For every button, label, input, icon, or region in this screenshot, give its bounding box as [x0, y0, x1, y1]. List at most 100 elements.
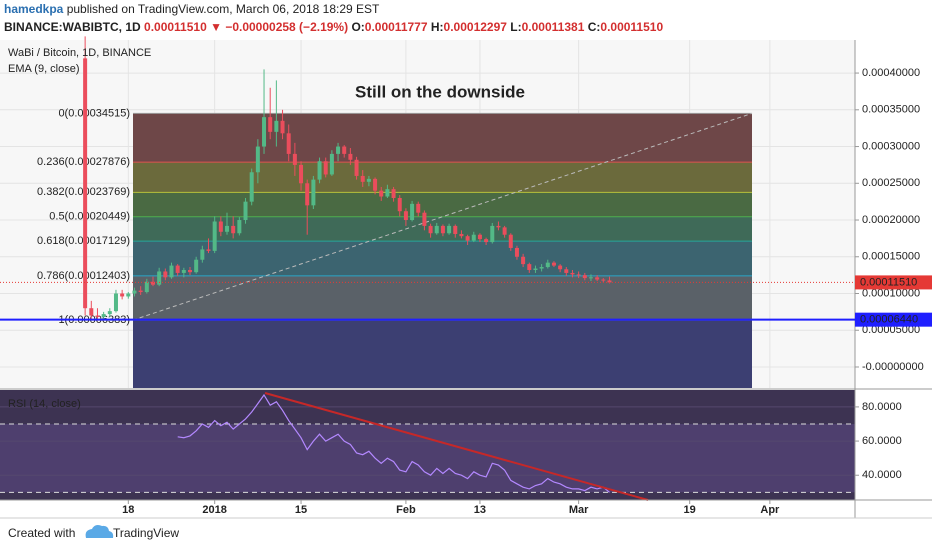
candle-body — [558, 265, 563, 270]
fib-band — [133, 113, 752, 163]
fib-band — [133, 275, 752, 321]
h-label: H: — [431, 20, 444, 34]
fib-label: 0.5(0.00020449) — [49, 211, 130, 223]
candle-body — [508, 234, 513, 248]
fib-band — [133, 192, 752, 217]
candle-body — [212, 221, 217, 251]
fib-band — [133, 320, 752, 388]
change: ▼ −0.00000258 (−2.19%) — [210, 20, 348, 34]
candle-body — [496, 225, 501, 228]
brand-logo — [85, 525, 114, 538]
rsi-band — [0, 423, 855, 493]
candle-body — [440, 225, 445, 234]
candle-body — [601, 279, 606, 281]
x-tick-label: Apr — [760, 504, 780, 516]
candle-body — [280, 120, 285, 134]
header-line-1: hamedkpa published on TradingView.com, M… — [4, 2, 380, 16]
fib-trend — [132, 112, 753, 321]
x-tick-label: 13 — [474, 504, 486, 516]
rsi-trendline — [264, 392, 649, 501]
y-tick-label: 0.00030000 — [862, 140, 920, 152]
candle-body — [373, 178, 378, 191]
candle-body — [237, 220, 242, 234]
candle-body — [527, 264, 532, 270]
candle-body — [403, 211, 408, 221]
candle-body — [551, 262, 556, 266]
candle-body — [453, 225, 458, 234]
candle-body — [447, 225, 452, 234]
candle-body — [428, 225, 433, 234]
candle-body — [169, 265, 174, 278]
candle-body — [255, 146, 260, 173]
candle-body — [465, 236, 470, 241]
candle-body — [157, 271, 162, 285]
candle-body — [206, 249, 211, 251]
candle-body — [225, 225, 230, 232]
x-tick-label: 2018 — [202, 504, 226, 516]
candle-body — [397, 197, 402, 212]
candle-body — [163, 271, 168, 278]
o-value: 0.00011777 — [365, 20, 428, 34]
candle-body — [175, 265, 180, 273]
c-value: 0.00011510 — [600, 20, 663, 34]
fib-label: 0(0.00034515) — [58, 107, 130, 119]
user: hamedkpa — [4, 2, 64, 16]
header-line-2: BINANCE:WABIBTC, 1D 0.00011510 ▼ −0.0000… — [4, 20, 663, 34]
candle-body — [181, 269, 186, 273]
candle-body — [317, 161, 322, 180]
candle-body — [379, 190, 384, 197]
candle-body — [545, 262, 550, 268]
plot-layer: 0(0.00034515)0.236(0.00027876)0.382(0.00… — [0, 36, 855, 493]
symbol: BINANCE:WABIBTC, 1D — [4, 20, 141, 34]
footer-created: Created with — [8, 526, 75, 540]
candle-body — [323, 161, 328, 175]
rsi-line — [177, 393, 610, 493]
candle-body — [484, 239, 489, 243]
candle-body — [200, 249, 205, 260]
annotation: Still on the downside — [355, 82, 525, 101]
fib-band — [133, 162, 752, 193]
candle-body — [385, 189, 390, 197]
candle-body — [521, 256, 526, 265]
candle-body — [243, 201, 248, 221]
candle-body — [150, 281, 155, 285]
candle-body — [342, 146, 347, 154]
candle-body — [595, 277, 600, 280]
x-tick-label: Mar — [569, 504, 589, 516]
candle-body — [249, 172, 254, 202]
candle-body — [113, 293, 118, 312]
candle-body — [354, 159, 359, 176]
candle-body — [416, 203, 421, 213]
candle-body — [89, 308, 94, 316]
candle-body — [514, 247, 519, 257]
candle-body — [292, 153, 297, 165]
x-tick-label: Feb — [396, 504, 416, 516]
c-label: C: — [588, 20, 601, 34]
candle-body — [459, 233, 464, 237]
footer-brand: TradingView — [113, 526, 179, 540]
candle-body — [268, 117, 273, 132]
x-tick-label: 18 — [122, 504, 134, 516]
candle-body — [582, 275, 587, 279]
x-tick-label: 19 — [684, 504, 696, 516]
candle-body — [194, 259, 199, 273]
rsi-title: RSI (14, close) — [8, 398, 81, 410]
candle-body — [607, 280, 612, 283]
price-tag-label: 0.00006440 — [860, 314, 918, 326]
candle-body — [588, 277, 593, 279]
price-tag — [855, 312, 932, 327]
h-value: 0.00012297 — [444, 20, 508, 34]
y-tick-label: 40.0000 — [862, 469, 902, 481]
candle-body — [138, 290, 143, 293]
y-tick-label: -0.00000000 — [862, 361, 924, 373]
candle-body — [299, 164, 304, 184]
fib-band — [133, 241, 752, 276]
price-tag — [855, 275, 932, 290]
candle-body — [262, 117, 267, 147]
chart-title: WaBi / Bitcoin, 1D, BINANCE — [8, 47, 151, 59]
price-tag-label: 0.00011510 — [860, 276, 917, 288]
candle-body — [274, 120, 279, 132]
x-tick-label: 15 — [295, 504, 307, 516]
candle-body — [539, 267, 544, 269]
